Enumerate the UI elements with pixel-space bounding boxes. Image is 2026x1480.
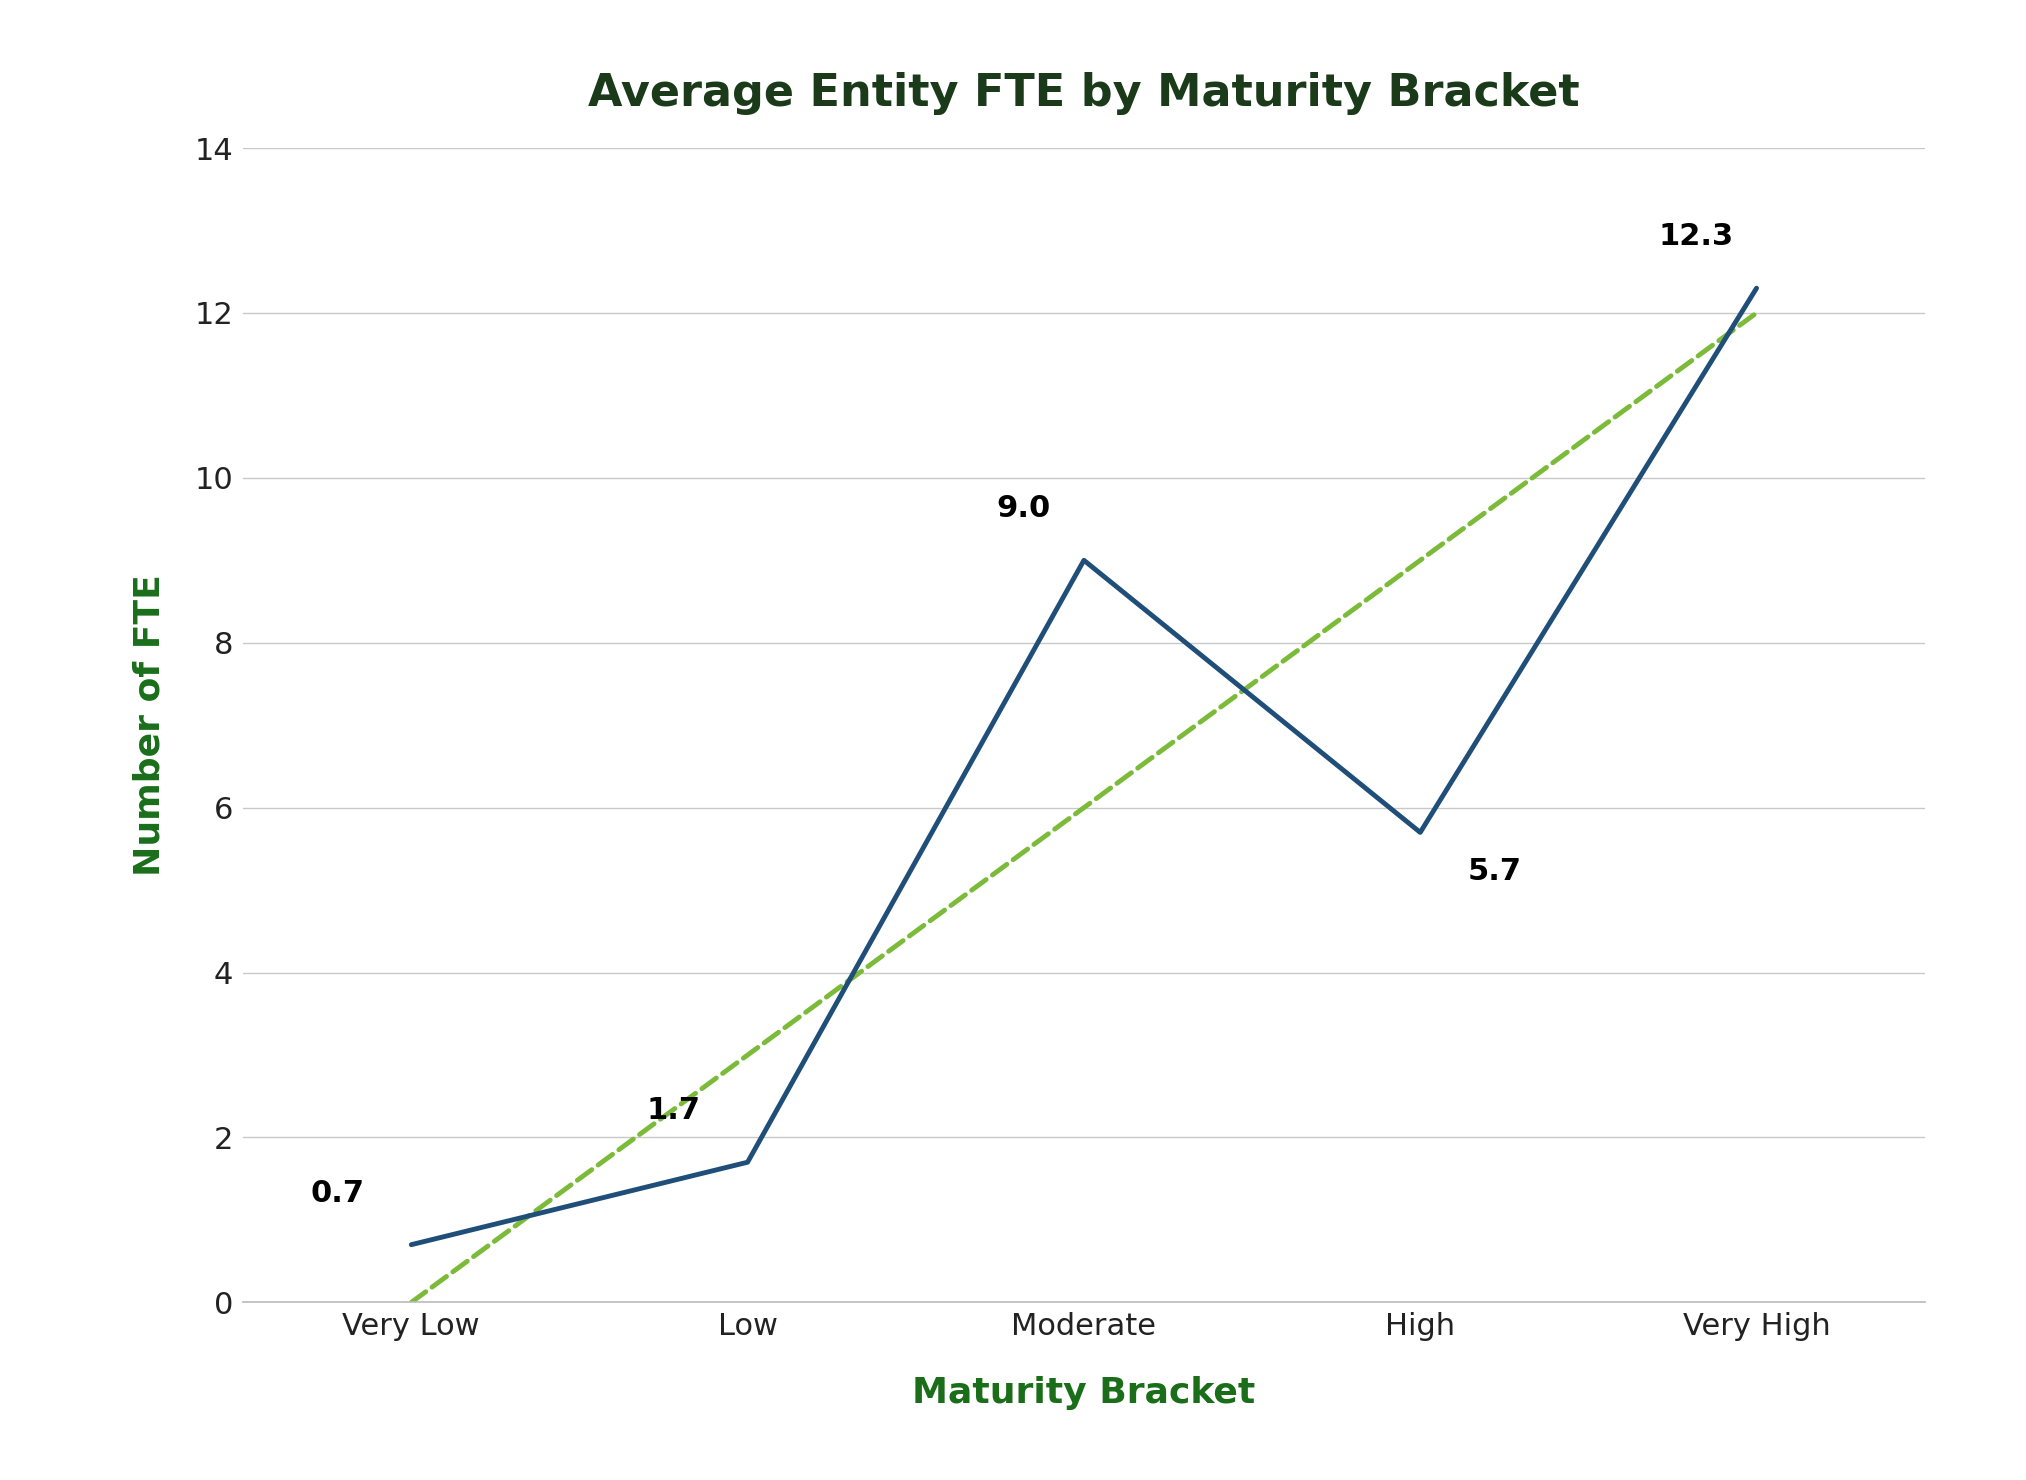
Y-axis label: Number of FTE: Number of FTE — [134, 574, 166, 876]
Title: Average Entity FTE by Maturity Bracket: Average Entity FTE by Maturity Bracket — [588, 73, 1580, 115]
Text: 12.3: 12.3 — [1659, 222, 1734, 252]
X-axis label: Maturity Bracket: Maturity Bracket — [912, 1376, 1256, 1410]
Text: 9.0: 9.0 — [997, 494, 1051, 524]
Text: 5.7: 5.7 — [1467, 857, 1522, 887]
Text: 0.7: 0.7 — [310, 1178, 365, 1208]
Text: 1.7: 1.7 — [646, 1097, 701, 1125]
